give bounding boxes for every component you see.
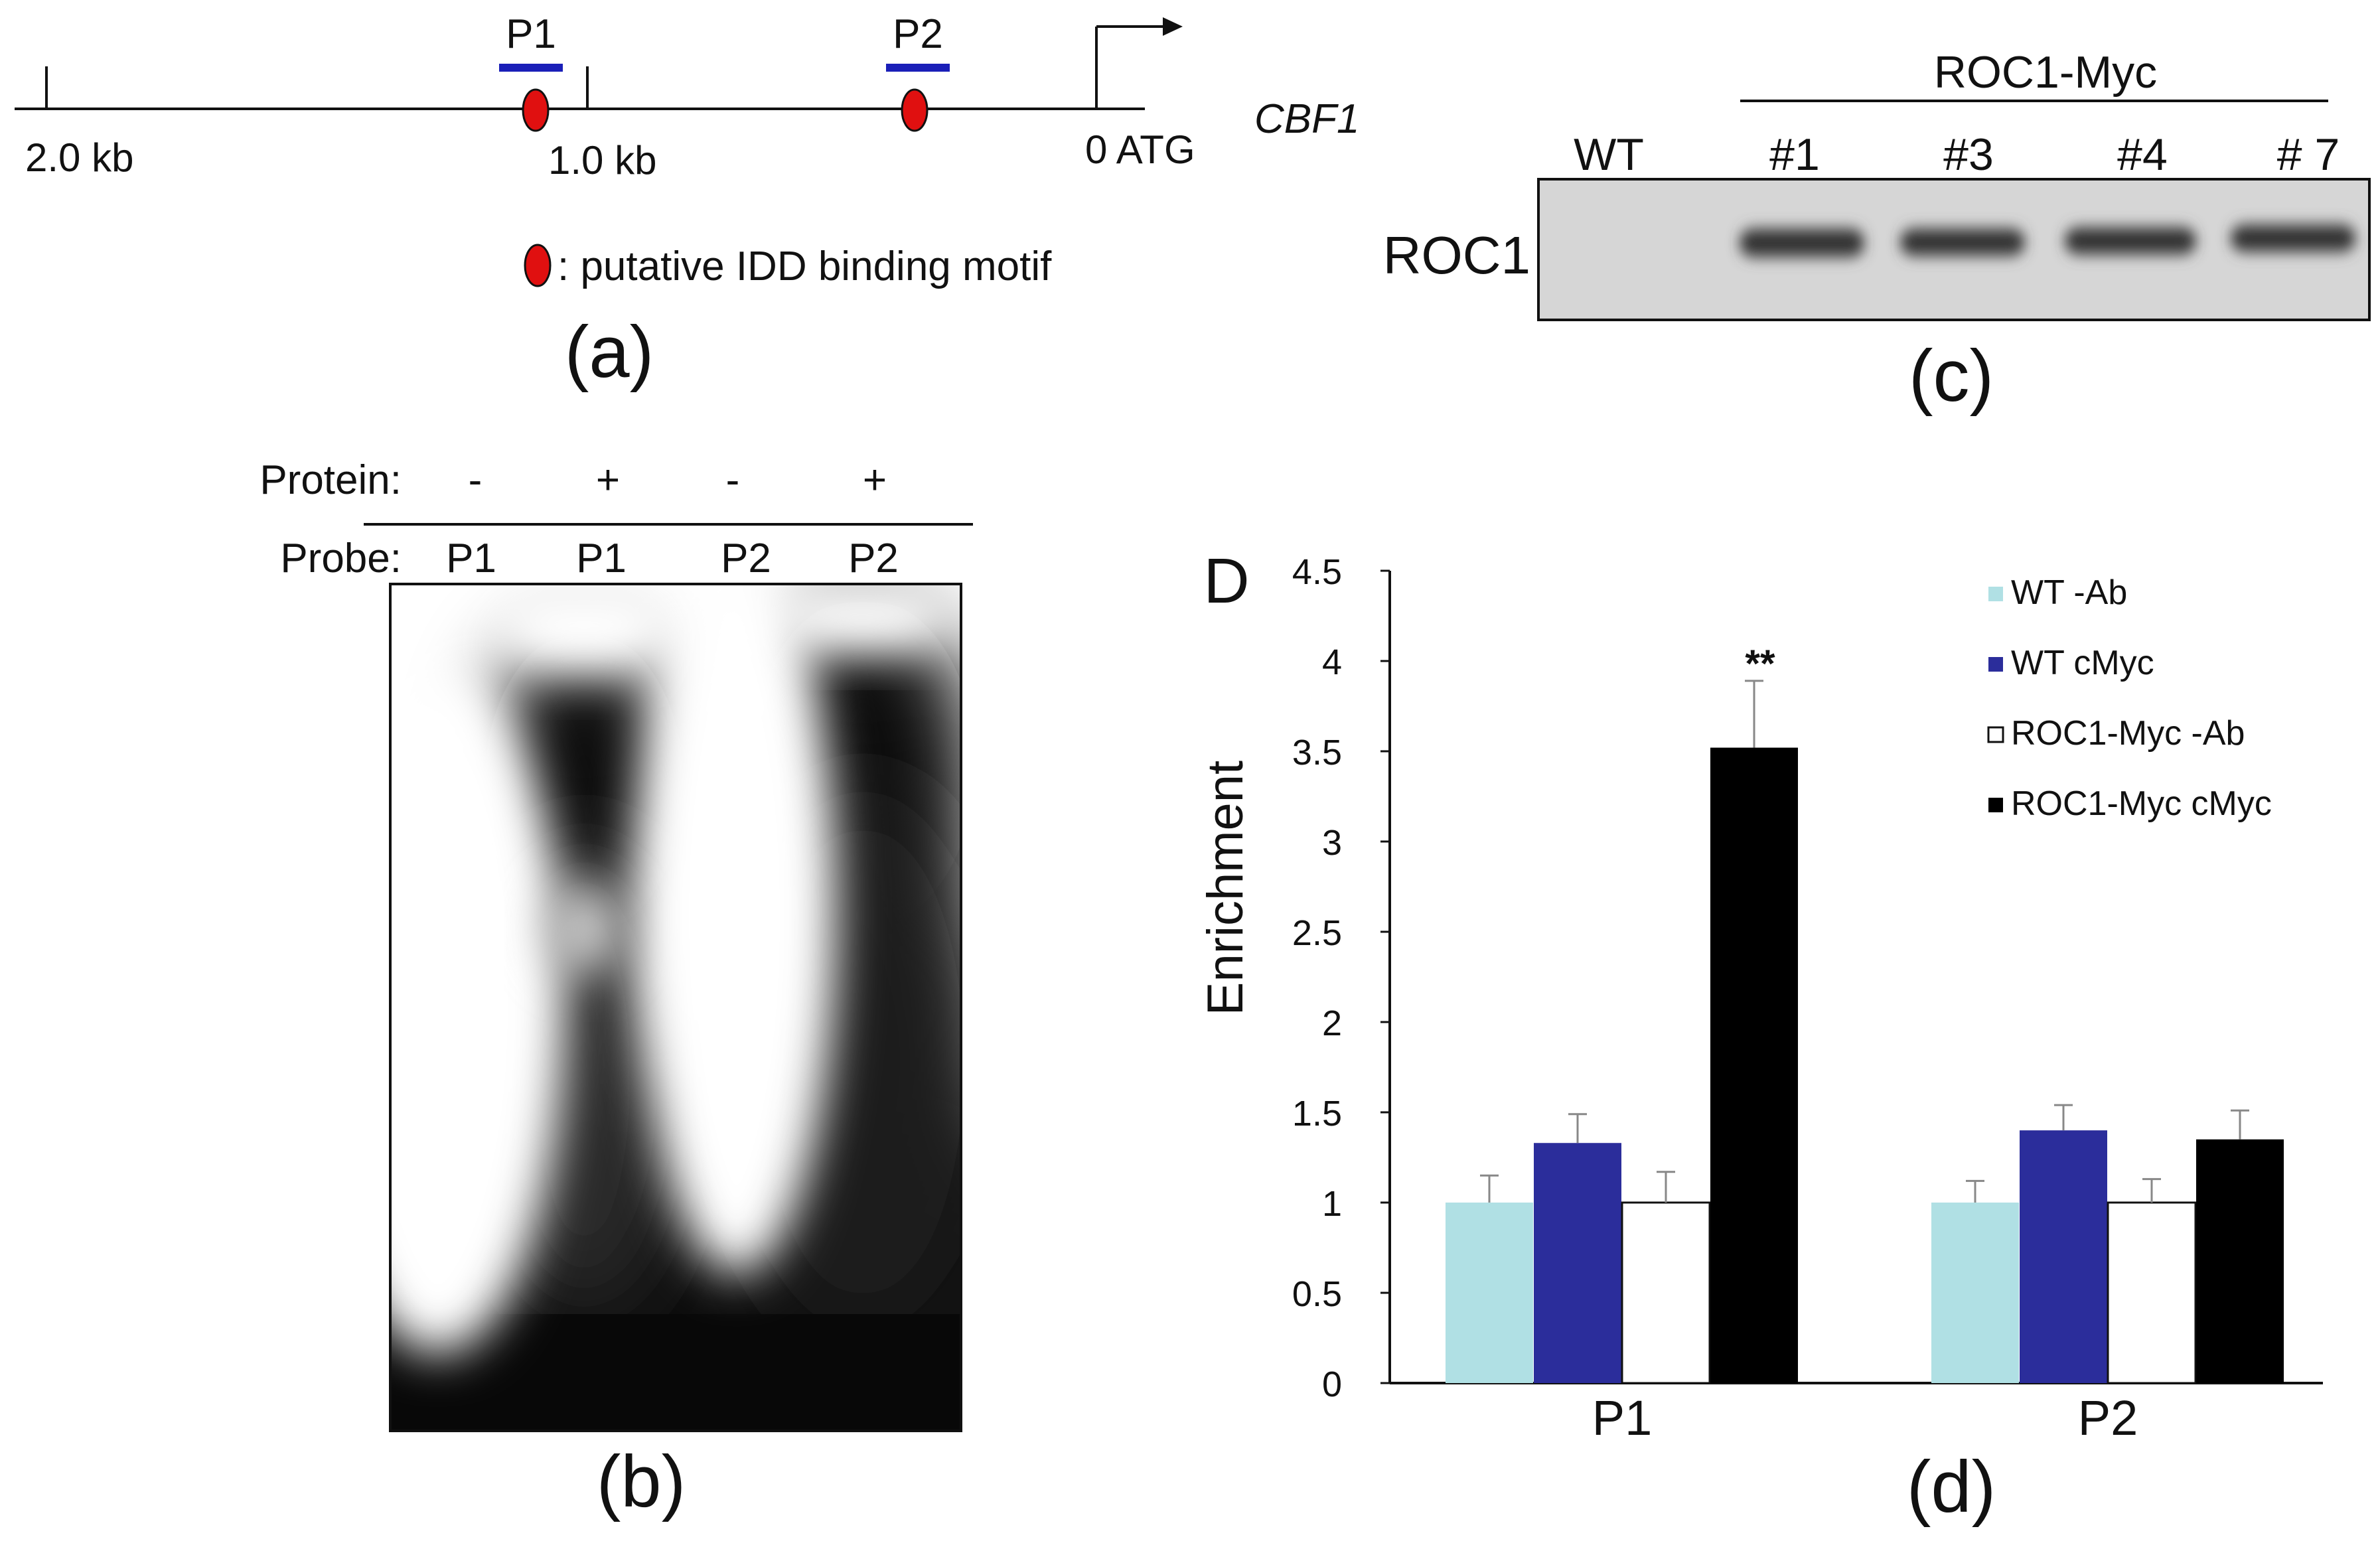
lane1-probe: P1 [446, 536, 496, 581]
panel-c-western: ROC1-Myc WT #1 #3 #4 # 7 ROC1 (c) [1383, 47, 2371, 417]
probe-label-p1: P1 [506, 11, 556, 57]
y-tick-label: 1.5 [1292, 1094, 1342, 1134]
gel-border [389, 583, 962, 1432]
y-tick-label: 3.5 [1292, 733, 1342, 773]
legend-label-4: ROC1-Myc cMyc [2011, 784, 2272, 823]
legend-swatch-2 [1988, 657, 2003, 672]
tss-arrow-head [1163, 17, 1183, 36]
y-axis-label: Enrichment [1197, 761, 1254, 1015]
legend-label-2: WT cMyc [2011, 644, 2154, 682]
lane2-protein: + [596, 457, 620, 503]
lane2-probe: P1 [576, 536, 627, 581]
chart-legend: WT -Ab WT cMyc ROC1-Myc -Ab ROC1-Myc cMyc [1987, 573, 2272, 823]
bar-p2-series-1 [1931, 1203, 2019, 1383]
chart-bars [1446, 680, 2284, 1384]
lane-4: #4 [2117, 129, 2168, 180]
probe-label: Probe: [280, 536, 402, 581]
legend-motif-icon [524, 244, 552, 287]
scale-label-1kb: 1.0 kb [548, 138, 656, 183]
y-tick-label: 2 [1322, 1003, 1342, 1043]
lane3-probe: P2 [721, 536, 771, 581]
legend-label-1: WT -Ab [2011, 573, 2127, 612]
gel-image [390, 584, 961, 1431]
caption-b: (b) [597, 1441, 686, 1522]
lane1-protein: - [469, 457, 483, 503]
x-tick-label-p1: P1 [1592, 1390, 1653, 1445]
scale-label-2kb: 2.0 kb [25, 135, 133, 180]
legend-swatch-3 [1987, 726, 2004, 743]
lane4-probe: P2 [848, 536, 899, 581]
band-3 [1901, 227, 2024, 258]
y-tick-label: 0.5 [1292, 1274, 1342, 1314]
motif-marker-2 [901, 88, 929, 132]
caption-c: (c) [1909, 335, 1994, 417]
chart-axes: 0 0.5 1 1.5 2 2.5 3 3.5 4 4.5 P1 P2 [1292, 552, 2323, 1445]
legend-label-3: ROC1-Myc -Ab [2011, 714, 2245, 753]
band-1 [1740, 227, 1864, 259]
gene-label: CBF1 [1254, 96, 1359, 142]
scale-label-atg: 0 ATG [1085, 127, 1195, 172]
panel-a-promoter-map: P1 P2 2.0 kb 1.0 kb 0 ATG CBF1 : putativ… [15, 11, 1359, 393]
bar-p1-series-4 [1710, 747, 1798, 1383]
bar-p2-series-3 [2107, 1201, 2197, 1384]
lane-7: # 7 [2277, 129, 2340, 180]
y-tick-label: 1 [1322, 1184, 1342, 1224]
bar-p1-series-1 [1446, 1203, 1533, 1383]
motif-marker-1 [522, 88, 550, 132]
probe-label-p2: P2 [893, 11, 943, 57]
panel-letter: D [1203, 546, 1249, 617]
band-4 [2065, 226, 2195, 256]
significance-marker: ** [1745, 642, 1775, 686]
legend-text: : putative IDD binding motif [558, 244, 1052, 289]
y-tick-label: 3 [1322, 823, 1342, 863]
panel-d-chart: D Enrichment 0 0.5 1 1.5 2 2.5 3 3.5 4 4.5 P1 P2 **… [1197, 546, 2323, 1528]
panel-b-emsa: Protein: Probe: - + - + P1 P1 P2 P2 (b) [260, 457, 973, 1522]
legend-swatch-1 [1988, 587, 2003, 601]
bar-p2-series-2 [2020, 1130, 2107, 1383]
lane-3: #3 [1943, 129, 1994, 180]
band-7 [2231, 223, 2355, 254]
bar-p1-series-3 [1621, 1201, 1711, 1384]
row-label: ROC1 [1383, 226, 1530, 285]
caption-a: (a) [565, 311, 654, 393]
group-label: ROC1-Myc [1934, 47, 2157, 98]
y-tick-label: 2.5 [1292, 913, 1342, 953]
caption-d: (d) [1907, 1446, 1996, 1528]
y-tick-label: 4 [1322, 642, 1342, 682]
legend-swatch-4 [1988, 798, 2003, 812]
y-tick-label: 0 [1322, 1364, 1342, 1404]
lane-wt: WT [1574, 129, 1644, 180]
bar-p1-series-2 [1534, 1143, 1621, 1383]
x-tick-label-p2: P2 [2078, 1390, 2138, 1445]
bar-p2-series-4 [2196, 1139, 2284, 1383]
lane-1: #1 [1769, 129, 1820, 180]
y-tick-label: 4.5 [1292, 552, 1342, 592]
protein-label: Protein: [260, 457, 402, 503]
lane3-protein: - [726, 457, 740, 503]
lane4-protein: + [863, 457, 887, 503]
